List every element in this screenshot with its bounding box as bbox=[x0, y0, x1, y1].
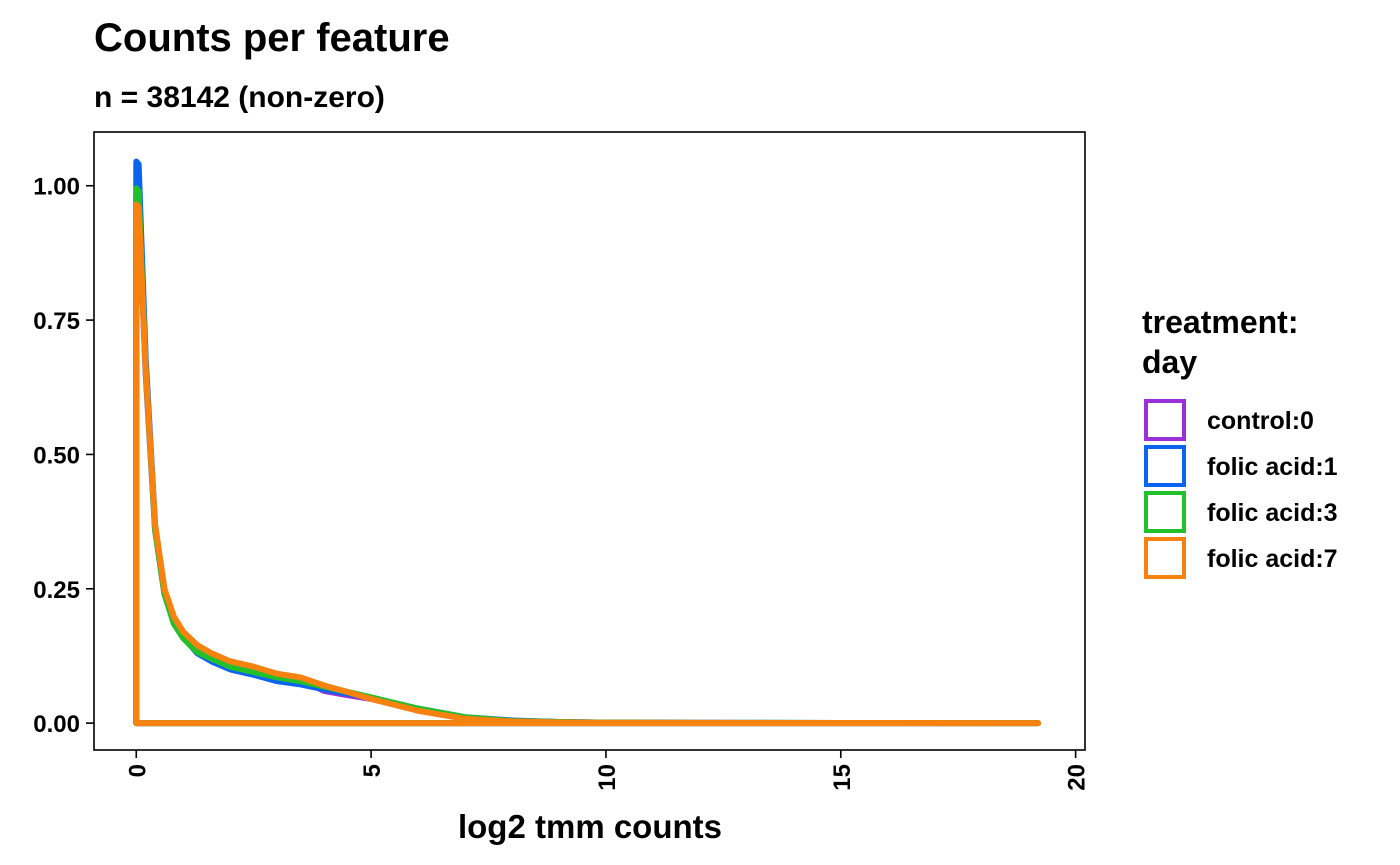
legend-label-1: folic acid:1 bbox=[1207, 453, 1338, 481]
x-tick-label-0: 0 bbox=[124, 764, 151, 777]
legend-title-line-1: treatment: bbox=[1142, 304, 1298, 340]
legend-items: control:0 folic acid:1 folic acid:3 folic a… bbox=[1144, 399, 1338, 579]
chart-subtitle: n = 38142 (non-zero) bbox=[94, 81, 385, 114]
legend-key-3 bbox=[1144, 537, 1186, 579]
x-tick-label-1: 5 bbox=[359, 764, 386, 777]
legend-key-0 bbox=[1144, 399, 1186, 441]
y-tick-label-3: 0.75 bbox=[33, 308, 80, 335]
legend-key-2 bbox=[1144, 491, 1186, 533]
y-tick-label-1: 0.25 bbox=[33, 577, 80, 604]
y-tick-label-0: 0.00 bbox=[33, 711, 80, 738]
y-axis: 0.00 0.25 0.50 0.75 1.00 bbox=[33, 174, 94, 738]
series-line-2 bbox=[133, 185, 1042, 727]
plot-frame bbox=[93, 131, 1086, 751]
legend: treatment: day control:0 folic acid:1 foli… bbox=[1142, 304, 1338, 579]
series-line-1 bbox=[133, 158, 1042, 727]
plot-lines bbox=[133, 158, 1042, 727]
legend-title-line-2: day bbox=[1142, 344, 1197, 380]
legend-key-1 bbox=[1144, 445, 1186, 487]
x-axis-label: log2 tmm counts bbox=[458, 808, 722, 845]
series-line-3 bbox=[133, 201, 1042, 727]
series-line-0 bbox=[133, 193, 1042, 727]
y-tick-label-4: 1.00 bbox=[33, 174, 80, 201]
x-tick-label-3: 15 bbox=[829, 764, 856, 791]
legend-label-0: control:0 bbox=[1207, 407, 1314, 435]
x-tick-label-4: 20 bbox=[1064, 764, 1091, 791]
x-tick-label-2: 10 bbox=[594, 764, 621, 791]
y-tick-label-2: 0.50 bbox=[33, 442, 80, 469]
legend-label-3: folic acid:7 bbox=[1207, 545, 1338, 573]
legend-label-2: folic acid:3 bbox=[1207, 499, 1338, 527]
chart-title: Counts per feature bbox=[94, 16, 450, 60]
x-axis: 0 5 10 15 20 bbox=[124, 750, 1091, 791]
